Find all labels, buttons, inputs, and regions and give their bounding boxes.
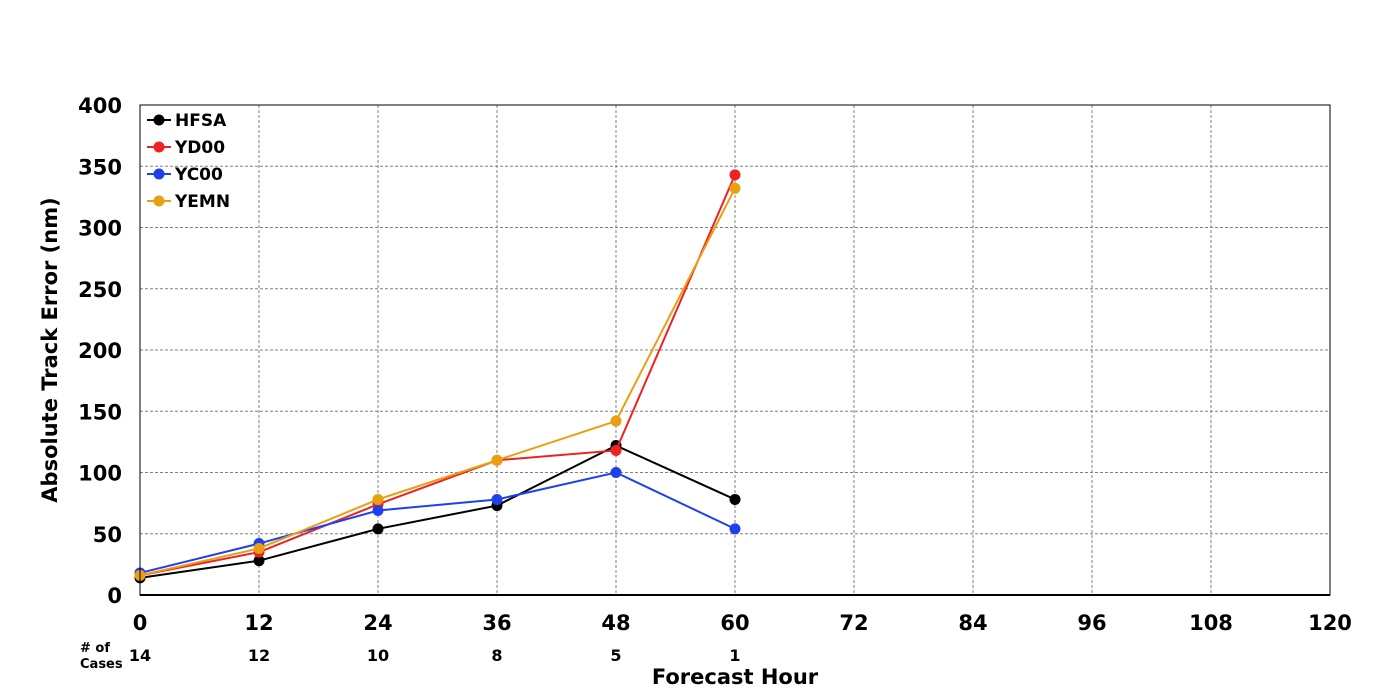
data-point-yemn [729,182,741,194]
y-tick-label: 150 [78,400,122,424]
case-count: 10 [367,646,389,665]
series-yd00 [134,169,741,581]
x-tick-label: 96 [1077,611,1106,635]
legend-marker [153,114,165,126]
x-tick-label: 108 [1189,611,1233,635]
legend: HFSA YD00 YC00 YEMN [147,111,230,212]
legend-marker [153,141,165,153]
data-point-yc00 [372,504,384,516]
case-count: 14 [129,646,151,665]
data-point-hfsa [729,493,741,505]
legend-item-yc00: YC00 [147,165,223,185]
series-layer [134,169,741,584]
y-tick-label: 200 [78,339,122,363]
x-tick-label: 36 [482,611,511,635]
y-tick-label: 0 [107,584,122,608]
grid [140,105,1330,595]
cases-label-line-1: # of [80,641,110,656]
y-tick-label: 250 [78,278,122,302]
legend-marker [153,195,165,207]
y-tick-label: 350 [78,155,122,179]
data-point-yemn [253,542,265,554]
series-yemn [134,182,741,581]
x-tick-label: 12 [244,611,273,635]
legend-label: YD00 [174,138,225,158]
case-count: 5 [610,646,621,665]
x-tick-label: 24 [363,611,392,635]
x-axis-title: Forecast Hour [652,665,819,689]
y-tick-label: 100 [78,462,122,486]
series-line-yd00 [139,174,736,577]
data-point-yemn [491,454,503,466]
series-line-yemn [139,187,736,577]
case-count: 8 [491,646,502,665]
legend-marker [153,168,165,180]
legend-item-hfsa: HFSA [147,111,227,131]
x-tick-label: 0 [133,611,148,635]
data-point-yd00 [610,444,622,456]
legend-label: YC00 [174,165,223,185]
legend-item-yemn: YEMN [147,192,230,212]
data-point-yc00 [729,523,741,535]
y-tick-label: 400 [78,94,122,118]
series-line-hfsa [139,444,736,579]
legend-label: YEMN [174,192,230,212]
tick-labels: 0 50 100 150 200 250 300 350 400 0 12 24 36 48 60 72 84 9… [78,94,1352,635]
legend-item-yd00: YD00 [147,138,225,158]
data-point-yd00 [729,169,741,181]
data-point-yemn [610,415,622,427]
data-point-hfsa [372,523,384,535]
data-point-yc00 [491,493,503,505]
case-count: 12 [248,646,270,665]
x-tick-label: 84 [958,611,987,635]
x-tick-label: 48 [601,611,630,635]
x-tick-label: 72 [839,611,868,635]
axes [139,104,1331,596]
x-tick-label: 60 [720,611,749,635]
y-axis-title: Absolute Track Error (nm) [38,197,62,502]
x-tick-label: 120 [1308,611,1352,635]
data-point-hfsa [253,555,265,567]
cases-label-line-2: Cases [80,657,123,672]
series-hfsa [134,440,741,584]
series-yc00 [134,467,741,579]
legend-label: HFSA [175,111,227,131]
series-line-yc00 [139,471,736,574]
y-tick-label: 50 [93,523,122,547]
data-point-yemn [372,493,384,505]
y-tick-label: 300 [78,217,122,241]
data-point-yc00 [610,467,622,478]
case-count: 1 [729,646,740,665]
